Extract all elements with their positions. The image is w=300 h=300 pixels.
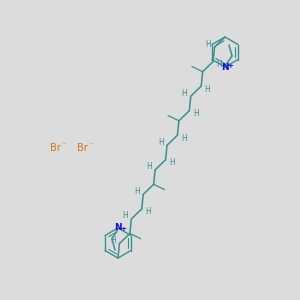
Text: H: H: [110, 236, 116, 245]
Text: H: H: [158, 138, 164, 147]
Text: H: H: [217, 60, 222, 69]
Text: H: H: [206, 40, 211, 49]
Text: H: H: [182, 89, 188, 98]
Text: N: N: [114, 223, 122, 232]
Text: H: H: [181, 134, 187, 143]
Text: +: +: [121, 226, 126, 232]
Text: H: H: [193, 109, 199, 118]
Text: H: H: [205, 85, 210, 94]
Text: ⁻: ⁻: [89, 140, 93, 149]
Text: Br: Br: [76, 143, 87, 153]
Text: ⁻: ⁻: [62, 140, 66, 149]
Text: H: H: [146, 162, 152, 171]
Text: +: +: [228, 63, 233, 69]
Text: N: N: [221, 64, 229, 73]
Text: H: H: [122, 212, 128, 220]
Text: H: H: [134, 187, 140, 196]
Text: Br: Br: [50, 143, 60, 153]
Text: H: H: [169, 158, 175, 167]
Text: H: H: [145, 207, 151, 216]
